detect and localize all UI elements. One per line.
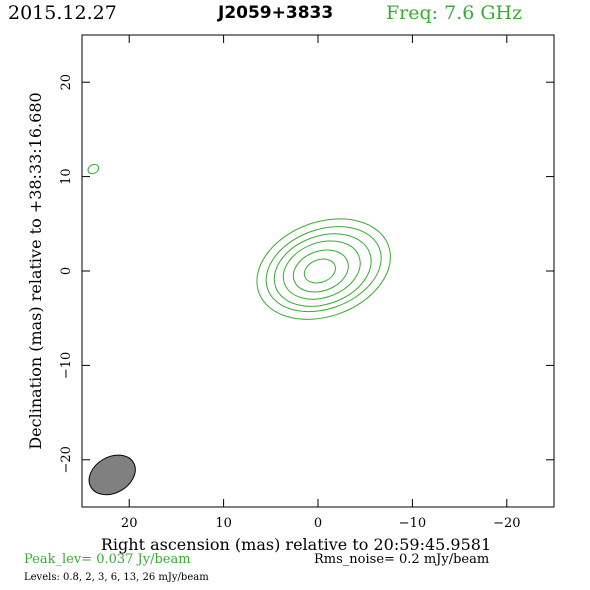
contour-artifact [87, 163, 100, 175]
source-name: J2059+3833 [218, 3, 334, 23]
x-axis-label: Right ascension (mas) relative to 20:59:… [101, 535, 491, 554]
contour-ring [273, 233, 372, 307]
x-tick-label: 10 [215, 516, 232, 531]
beam-group [88, 454, 136, 496]
y-tick-label: 10 [59, 168, 74, 185]
epoch-date: 2015.12.27 [8, 2, 117, 24]
axis-ticks [82, 35, 554, 507]
contour-ring [265, 226, 382, 313]
y-tick-label: 0 [59, 267, 74, 275]
x-tick-labels: 20 10 0 −10 −20 [121, 516, 521, 531]
y-tick-label: −20 [59, 446, 74, 473]
restoring-beam [88, 454, 136, 496]
rms-noise: Rms_noise= 0.2 mJy/beam [314, 552, 490, 567]
x-tick-label: −20 [493, 516, 520, 531]
contour-levels: Levels: 0.8, 2, 3, 6, 13, 26 mJy/beam [24, 572, 209, 583]
contour-ring [282, 240, 361, 300]
plot-frame [81, 34, 555, 508]
y-tick-label: −10 [59, 352, 74, 379]
contour-ring [256, 218, 391, 320]
y-tick-labels: −20 −10 0 10 20 [59, 74, 74, 474]
frequency-label: Freq: 7.6 GHz [386, 2, 523, 24]
contour-ring [292, 249, 349, 293]
contour-ring [303, 258, 336, 284]
x-tick-label: −10 [399, 516, 426, 531]
x-tick-label: 0 [314, 516, 322, 531]
peak-level: Peak_lev= 0.037 Jy/beam [24, 552, 191, 567]
y-axis-label: Declination (mas) relative to +38:33:16.… [26, 92, 45, 449]
contour-group [87, 163, 391, 320]
y-tick-label: 20 [59, 74, 74, 91]
x-tick-label: 20 [121, 516, 138, 531]
